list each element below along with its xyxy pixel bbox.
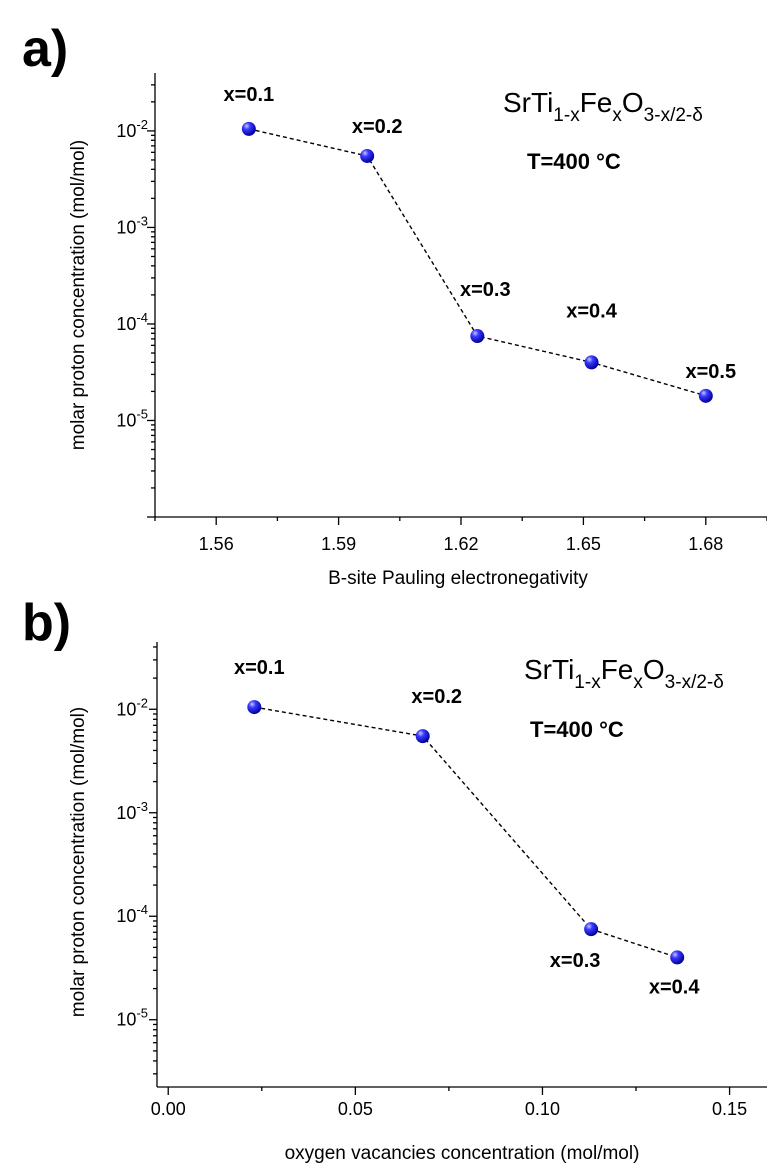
data-point-label: x=0.1 [224,84,275,106]
y-tick-label: 10-2 [116,695,148,719]
data-point [360,148,375,163]
y-tick-label: 10-4 [116,902,148,926]
y-axis-title: molar proton concentration (mol/mol) [68,140,89,450]
x-tick-label: 1.59 [321,534,356,554]
series-connector-line [254,706,678,959]
temperature-label: T=400 °C [530,717,624,742]
x-tick-label: 0.05 [338,1099,373,1119]
y-tick-label: 10-5 [116,406,148,430]
temperature-label: T=400 °C [527,149,621,174]
data-point [584,355,599,370]
formula-label: SrTi1-xFexO3-x/2-δ [503,87,703,126]
panel-label: b) [22,594,71,652]
data-point [415,729,430,744]
data-point-label: x=0.5 [685,361,736,383]
y-tick-label: 10-2 [116,117,148,141]
chart-panel-b: b) 0.00 0.05 0.10 0.15 10-2 10-3 10-4 10-5 oxygen… [22,594,767,1164]
x-tick-label: 0.00 [151,1099,186,1119]
data-point-label: x=0.3 [460,279,511,301]
data-point-label: x=0.4 [566,300,617,322]
x-tick-label: 0.10 [525,1099,560,1119]
data-point [470,329,485,344]
data-point-label: x=0.2 [352,116,403,138]
chart-panel-a: a) 1.56 1.59 1.62 1.65 1.68 10-2 10-3 10-4 10-5 B-… [22,20,767,589]
formula-label: SrTi1-xFexO3-x/2-δ [524,654,724,693]
data-point-label: x=0.3 [550,950,601,972]
y-tick-label: 10-3 [116,799,148,823]
data-point-label: x=0.1 [234,657,285,679]
series-connector-line [248,128,706,397]
data-point [698,388,713,403]
y-tick-label: 10-4 [116,310,148,334]
y-tick-label: 10-5 [116,1006,148,1030]
data-point-label: x=0.2 [411,686,462,708]
data-point-label: x=0.4 [649,976,700,998]
y-axis-title: molar proton concentration (mol/mol) [68,707,89,1017]
data-point [247,700,262,715]
data-point [241,121,256,136]
x-tick-label: 1.65 [566,534,601,554]
x-axis-title: oxygen vacancies concentration (mol/mol) [285,1143,640,1164]
x-tick-label: 1.62 [443,534,478,554]
y-tick-label: 10-3 [116,213,148,237]
panel-label: a) [22,20,68,78]
x-tick-label: 0.15 [712,1099,747,1119]
data-point [670,950,685,965]
x-tick-label: 1.68 [688,534,723,554]
x-axis-title: B-site Pauling electronegativity [328,568,588,589]
data-point [584,922,599,937]
x-tick-label: 1.56 [199,534,234,554]
